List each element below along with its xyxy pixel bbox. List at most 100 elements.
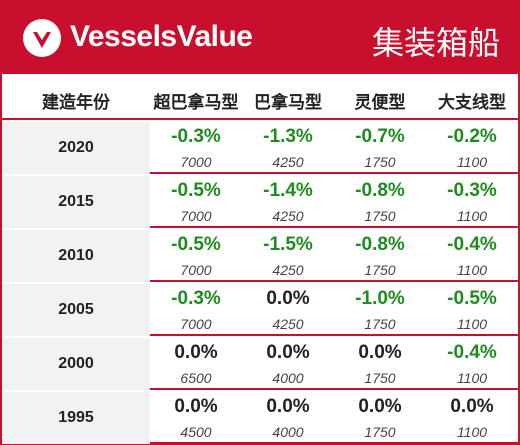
build-year: 2010 xyxy=(58,247,94,264)
value-cell-feedermax: -0.5% 1100 xyxy=(426,284,518,336)
vessel-value: 6500 xyxy=(180,370,212,386)
percent-change: 0.0% xyxy=(450,396,494,417)
value-cell-panamax: -1.4% 4250 xyxy=(242,176,334,228)
brand-name: VesselsValue xyxy=(70,20,253,53)
percent-change: 0.0% xyxy=(174,342,218,363)
value-cell-feedermax: -0.2% 1100 xyxy=(426,122,518,174)
value-cell-post-panamax: -0.3% 7000 xyxy=(150,122,242,174)
value-cell-handy: 0.0% 1750 xyxy=(334,392,426,444)
value-cell-post-panamax: -0.5% 7000 xyxy=(150,230,242,282)
percent-change: -1.4% xyxy=(263,180,313,201)
percent-change: -0.5% xyxy=(447,288,497,309)
build-year-cell: 2010 xyxy=(2,230,150,282)
vessel-value: 4250 xyxy=(272,208,304,224)
vessel-value: 7000 xyxy=(180,262,212,278)
value-cell-panamax: 0.0% 4250 xyxy=(242,284,334,336)
value-cell-feedermax: -0.4% 1100 xyxy=(426,230,518,282)
header-bar: VesselsValue 集装箱船 xyxy=(2,2,518,74)
vessel-value: 1750 xyxy=(364,208,396,224)
percent-change: -0.7% xyxy=(355,126,405,147)
value-cell-feedermax: 0.0% 1100 xyxy=(426,392,518,444)
column-header-feedermax: 大支线型 xyxy=(438,93,506,113)
vessel-value: 4000 xyxy=(272,370,304,386)
percent-change: 0.0% xyxy=(358,342,402,363)
percent-change: -0.2% xyxy=(447,126,497,147)
vessel-value: 1750 xyxy=(364,370,396,386)
value-cell-panamax: -1.5% 4250 xyxy=(242,230,334,282)
value-cell-feedermax: -0.3% 1100 xyxy=(426,176,518,228)
vessel-value: 7000 xyxy=(180,208,212,224)
vessel-value: 4250 xyxy=(272,316,304,332)
column-header-panamax: 巴拿马型 xyxy=(254,93,322,113)
value-cell-post-panamax: -0.3% 7000 xyxy=(150,284,242,336)
percent-change: -0.5% xyxy=(171,180,221,201)
build-year: 2015 xyxy=(58,193,94,210)
vessel-value: 1100 xyxy=(456,208,488,224)
vessel-value: 1100 xyxy=(456,154,488,170)
build-year: 2005 xyxy=(58,301,94,318)
value-cell-panamax: -1.3% 4250 xyxy=(242,122,334,174)
vessel-value: 1100 xyxy=(456,370,488,386)
table-row: 2015 -0.5% 7000 -1.4% 4250 -0.8% 1750 -0.3% 1100 xyxy=(2,176,518,228)
build-year-cell: 2005 xyxy=(2,284,150,336)
value-cell-post-panamax: -0.5% 7000 xyxy=(150,176,242,228)
vessel-value: 4500 xyxy=(180,424,212,440)
column-header-row: 建造年份 超巴拿马型 巴拿马型 灵便型 大支线型 xyxy=(2,74,518,120)
vessel-value: 4000 xyxy=(272,424,304,440)
vessel-value: 1750 xyxy=(364,424,396,440)
percent-change: -1.0% xyxy=(355,288,405,309)
build-year-cell: 1995 xyxy=(2,392,150,444)
percent-change: -0.4% xyxy=(447,342,497,363)
vessel-value: 1750 xyxy=(364,316,396,332)
table-row: 2020 -0.3% 7000 -1.3% 4250 -0.7% 1750 -0.2% 1100 xyxy=(2,122,518,174)
value-cell-handy: 0.0% 1750 xyxy=(334,338,426,390)
percent-change: 0.0% xyxy=(174,396,218,417)
build-year: 2000 xyxy=(58,355,94,372)
vessel-category-title: 集装箱船 xyxy=(371,24,500,62)
percent-change: -0.3% xyxy=(447,180,497,201)
table-row: 2000 0.0% 6500 0.0% 4000 0.0% 1750 -0.4% 1100 xyxy=(2,338,518,390)
vessel-value: 7000 xyxy=(180,316,212,332)
percent-change: -1.3% xyxy=(263,126,313,147)
vessel-value: 1750 xyxy=(364,262,396,278)
build-year-cell: 2015 xyxy=(2,176,150,228)
value-cell-handy: -0.7% 1750 xyxy=(334,122,426,174)
value-cell-handy: -0.8% 1750 xyxy=(334,230,426,282)
percent-change: -0.8% xyxy=(355,234,405,255)
column-header-handy: 灵便型 xyxy=(354,93,406,113)
build-year-cell: 2020 xyxy=(2,122,150,174)
table-row: 2005 -0.3% 7000 0.0% 4250 -1.0% 1750 -0.5% 1100 xyxy=(2,284,518,336)
table-row: 1995 0.0% 4500 0.0% 4000 0.0% 1750 0.0% 1100 xyxy=(2,392,518,444)
percent-change: -0.3% xyxy=(171,126,221,147)
percent-change: 0.0% xyxy=(358,396,402,417)
column-header-post-panamax: 超巴拿马型 xyxy=(153,93,239,113)
table-row: 2010 -0.5% 7000 -1.5% 4250 -0.8% 1750 -0.4% 1100 xyxy=(2,230,518,282)
percent-change: 0.0% xyxy=(266,396,310,417)
percent-change: -0.3% xyxy=(171,288,221,309)
value-cell-handy: -0.8% 1750 xyxy=(334,176,426,228)
value-cell-post-panamax: 0.0% 6500 xyxy=(150,338,242,390)
value-cell-handy: -1.0% 1750 xyxy=(334,284,426,336)
value-cell-post-panamax: 0.0% 4500 xyxy=(150,392,242,444)
percent-change: -0.8% xyxy=(355,180,405,201)
vessel-value: 1750 xyxy=(364,154,396,170)
vessel-value: 1100 xyxy=(456,424,488,440)
value-cell-panamax: 0.0% 4000 xyxy=(242,338,334,390)
percent-change: -0.4% xyxy=(447,234,497,255)
percent-change: -1.5% xyxy=(263,234,313,255)
vessel-value: 4250 xyxy=(272,154,304,170)
build-year-cell: 2000 xyxy=(2,338,150,390)
value-cell-panamax: 0.0% 4000 xyxy=(242,392,334,444)
column-header-build-year: 建造年份 xyxy=(42,93,110,113)
percent-change: -0.5% xyxy=(171,234,221,255)
percent-change: 0.0% xyxy=(266,288,310,309)
vessel-value: 1100 xyxy=(456,316,488,332)
vessel-value: 4250 xyxy=(272,262,304,278)
vessel-value: 7000 xyxy=(180,154,212,170)
build-year: 1995 xyxy=(58,409,94,426)
percent-change: 0.0% xyxy=(266,342,310,363)
value-cell-feedermax: -0.4% 1100 xyxy=(426,338,518,390)
vesselsvalue-logo-icon xyxy=(23,19,61,57)
build-year: 2020 xyxy=(58,139,94,156)
